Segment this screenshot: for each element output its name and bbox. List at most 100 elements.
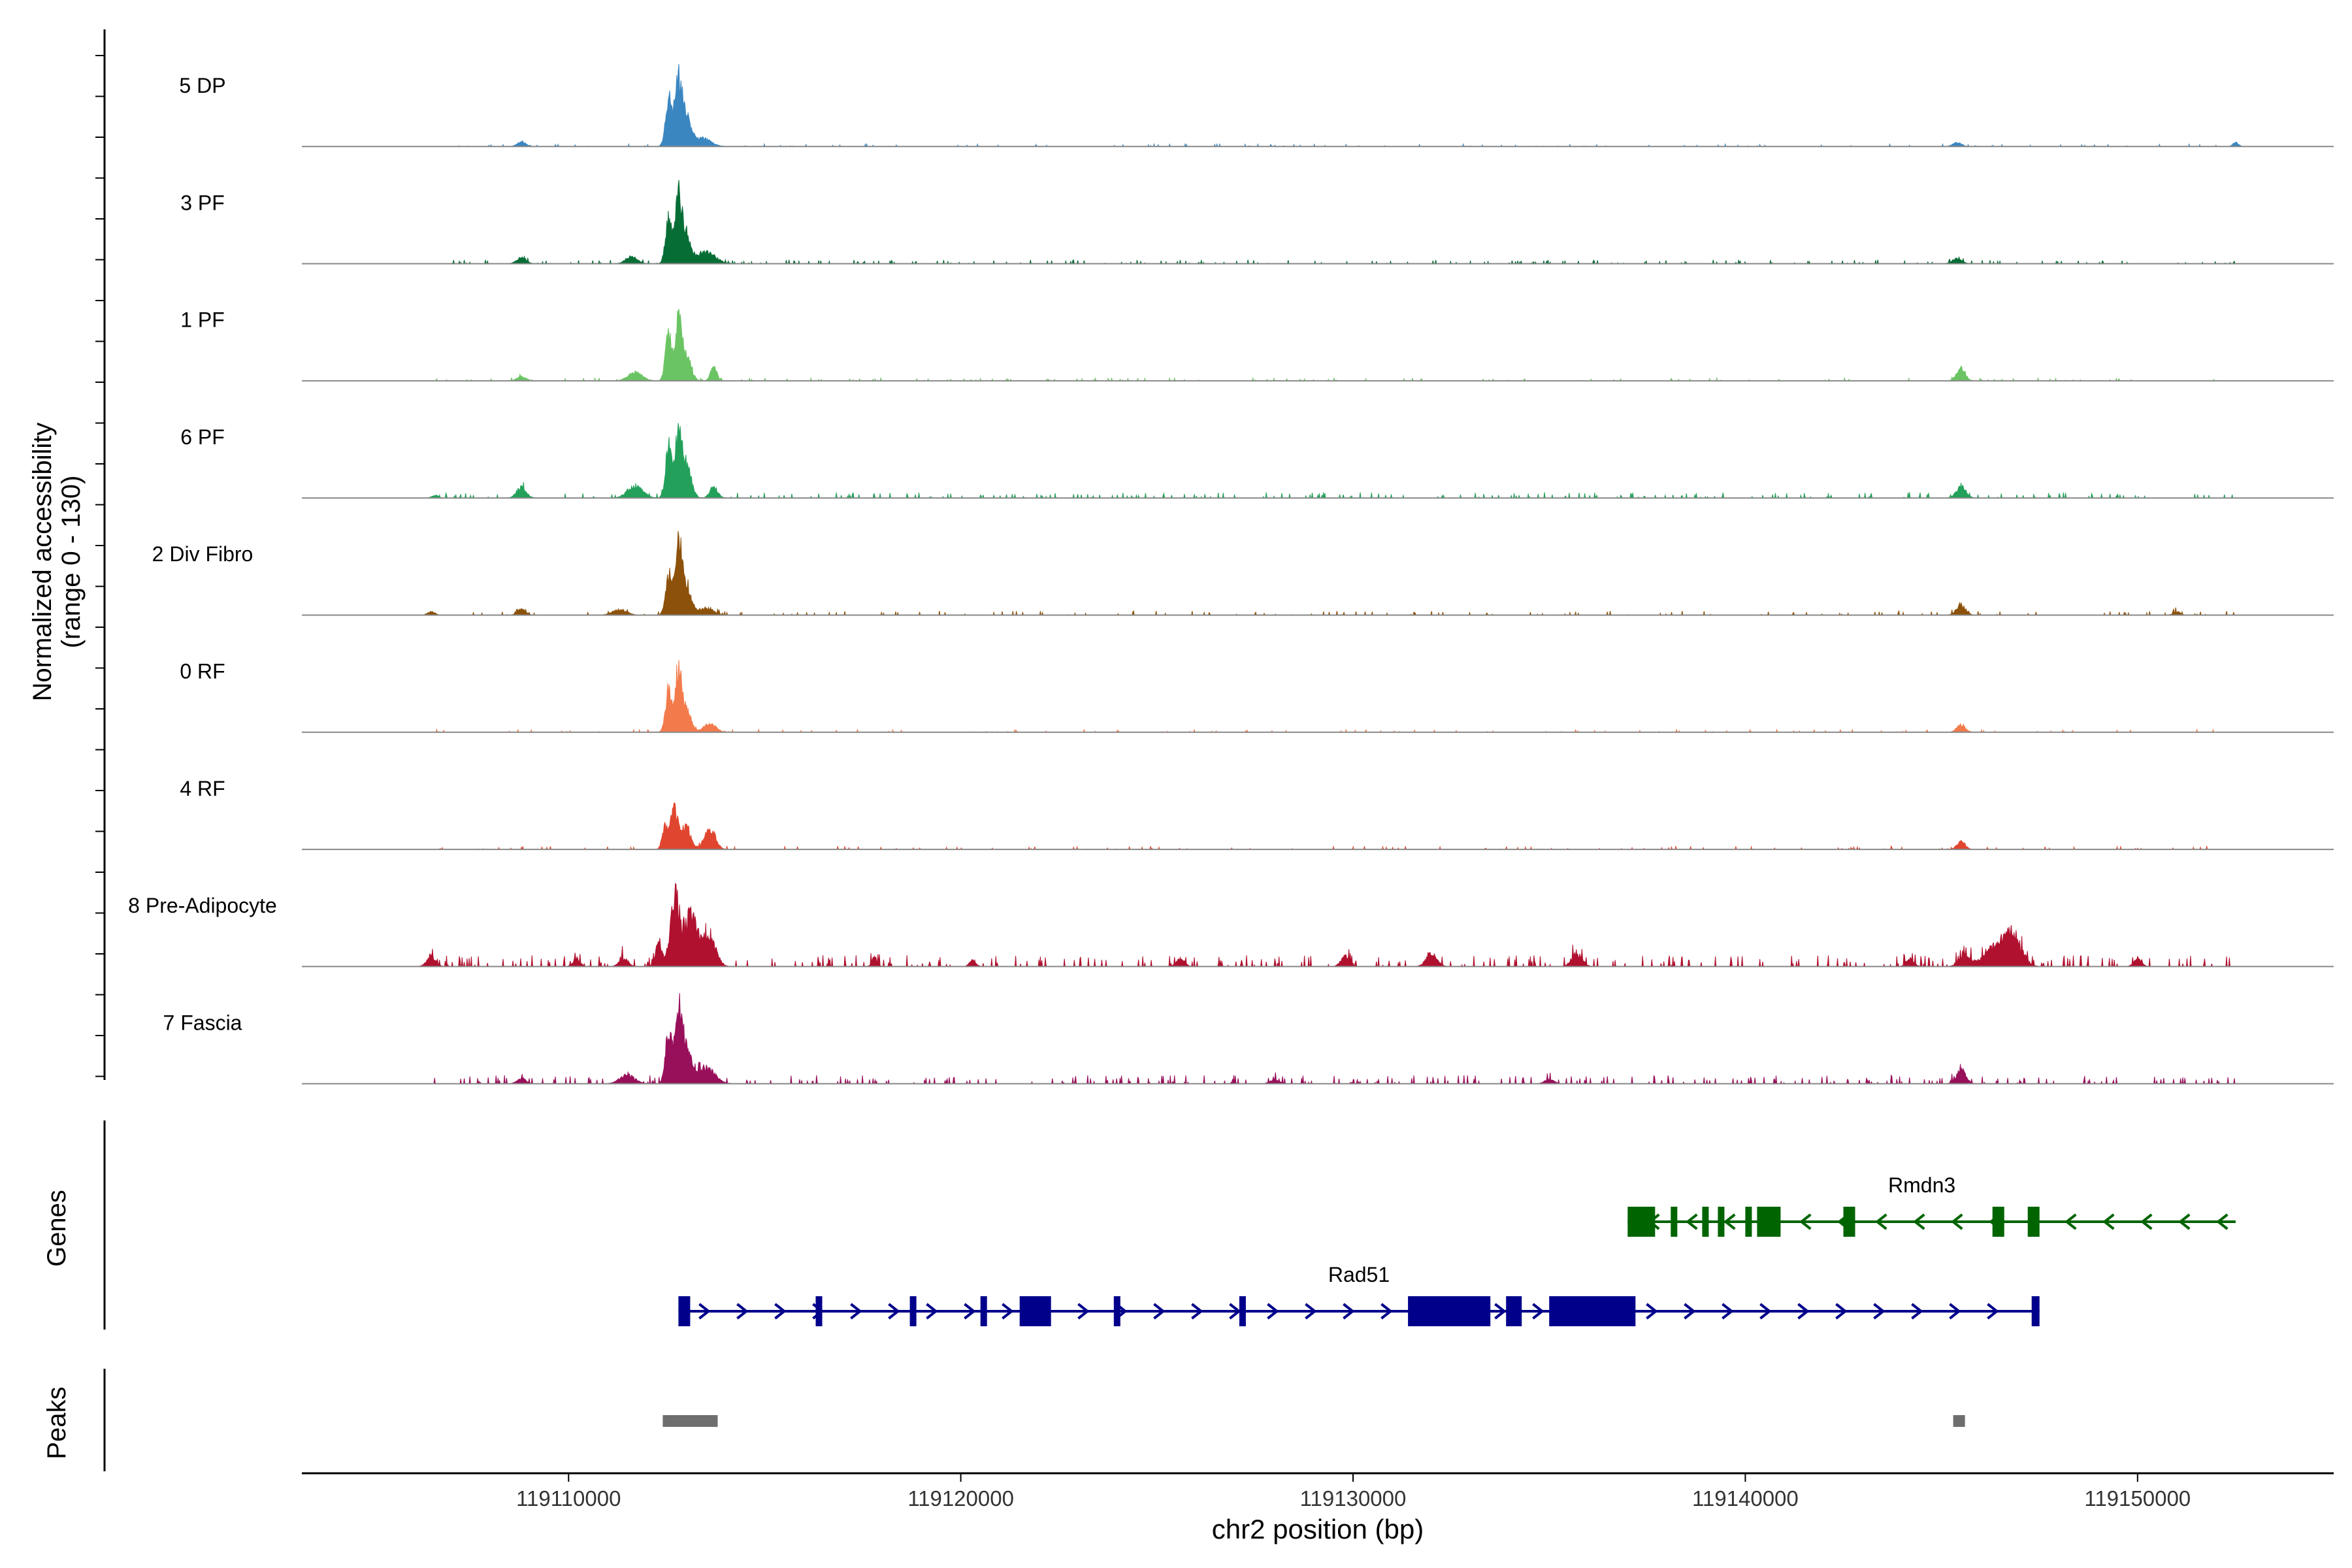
gene-exon: [1843, 1207, 1855, 1237]
strand-arrow: [1722, 1303, 1734, 1320]
strand-arrow: [1002, 1303, 1014, 1320]
strand-arrow: [1532, 1303, 1544, 1320]
x-tick-label: 119150000: [2084, 1486, 2191, 1511]
strand-arrow: [1267, 1303, 1279, 1320]
track-label: 0 RF: [180, 660, 225, 683]
strand-arrow: [964, 1303, 976, 1320]
strand-arrow: [850, 1303, 862, 1320]
gene-exon: [815, 1296, 823, 1326]
genes-panel-label: Genes: [42, 1190, 71, 1267]
strand-arrow: [2178, 1213, 2191, 1230]
gene-exon: [1019, 1296, 1051, 1326]
coverage-track: 3 PF: [180, 180, 2334, 265]
strand-arrow: [774, 1303, 787, 1320]
strand-arrow: [1873, 1303, 1886, 1320]
strand-arrow: [888, 1303, 900, 1320]
strand-arrow: [1343, 1303, 1355, 1320]
strand-arrow: [1494, 1303, 1507, 1320]
gene-exon: [1506, 1296, 1522, 1326]
gene-exon: [1549, 1296, 1636, 1326]
coverage-y-axis: [95, 29, 106, 1080]
strand-arrow: [1380, 1303, 1393, 1320]
strand-arrow: [1191, 1303, 1203, 1320]
strand-arrow: [2216, 1213, 2229, 1230]
gene-name-label: Rmdn3: [1888, 1173, 1955, 1197]
peak-region-bar: [662, 1415, 718, 1427]
strand-arrow: [1799, 1213, 1812, 1230]
strand-arrow: [1949, 1303, 1961, 1320]
y-axis-title-line1: Normalized accessibility: [28, 423, 57, 702]
strand-arrow: [1646, 1303, 1658, 1320]
strand-arrow: [736, 1303, 749, 1320]
coverage-track: 4 RF: [180, 777, 2334, 851]
gene-exon: [1627, 1207, 1656, 1237]
gene-exon: [1408, 1296, 1491, 1326]
strand-arrow: [1153, 1303, 1166, 1320]
strand-arrow: [698, 1303, 711, 1320]
strand-arrow: [1229, 1303, 1241, 1320]
strand-arrow: [1875, 1213, 1887, 1230]
track-label: 8 Pre-Adipocyte: [128, 894, 277, 917]
gene-exon: [1992, 1207, 2004, 1237]
strand-arrow: [1684, 1303, 1696, 1320]
strand-arrow: [1913, 1213, 1925, 1230]
strand-arrow: [2102, 1213, 2115, 1230]
strand-arrow: [1987, 1303, 1999, 1320]
x-tick-label: 119130000: [1300, 1486, 1407, 1511]
strand-arrow: [1077, 1303, 1090, 1320]
coverage-track: 0 RF: [180, 660, 2334, 734]
x-tick-label: 119120000: [907, 1486, 1014, 1511]
track-label: 1 PF: [180, 308, 225, 332]
strand-arrow: [1305, 1303, 1317, 1320]
track-label: 2 Div Fibro: [152, 542, 253, 566]
track-label: 3 PF: [180, 191, 225, 214]
gene-exon: [678, 1296, 691, 1326]
coverage-track: 6 PF: [180, 423, 2334, 500]
x-tick-label: 119110000: [516, 1486, 621, 1511]
gene-annotations: Rmdn3 Rad51: [678, 1173, 2236, 1326]
strand-arrow: [1835, 1303, 1848, 1320]
strand-arrow: [926, 1303, 938, 1320]
gene-name-label: Rad51: [1328, 1263, 1390, 1286]
coverage-track: 7 Fascia: [163, 993, 2334, 1085]
coverage-tracks: 5 DP 3 PF 1 PF 6 PF 2 Div Fibro 0 RF 4 RF 8 Pre…: [128, 64, 2334, 1085]
strand-arrow: [1951, 1213, 1963, 1230]
strand-arrow: [1797, 1303, 1810, 1320]
strand-arrow: [1759, 1303, 1772, 1320]
strand-arrow: [2140, 1213, 2153, 1230]
track-label: 5 DP: [179, 74, 225, 97]
gene-model: Rad51: [678, 1263, 2040, 1326]
coverage-track: 8 Pre-Adipocyte: [128, 883, 2334, 968]
gene-exon: [1239, 1296, 1246, 1326]
gene-exon: [909, 1296, 917, 1326]
gene-exon: [2031, 1296, 2040, 1326]
gene-model: Rmdn3: [1627, 1173, 2236, 1237]
track-label: 6 PF: [180, 425, 225, 449]
peak-regions: [662, 1415, 1965, 1427]
strand-arrow: [2065, 1213, 2077, 1230]
peaks-panel-label: Peaks: [42, 1386, 71, 1459]
gene-exon: [1671, 1207, 1678, 1237]
strand-arrow: [1686, 1213, 1698, 1230]
x-axis-ticks: 119110000 119120000 119130000 119140000 1191…: [516, 1473, 2191, 1511]
gene-exon: [1702, 1207, 1709, 1237]
coverage-track: 2 Div Fibro: [152, 531, 2334, 617]
gene-exon: [2027, 1207, 2040, 1237]
coverage-y-axis-ticks: [95, 55, 105, 1077]
gene-exon: [1745, 1207, 1752, 1237]
strand-arrow: [1723, 1213, 1736, 1230]
x-axis-title: chr2 position (bp): [1212, 1514, 1424, 1544]
coverage-y-axis-title: Normalized accessibility (range 0 - 130): [28, 423, 86, 702]
track-label: 7 Fascia: [163, 1011, 242, 1034]
strand-arrow: [1911, 1303, 1923, 1320]
track-label: 4 RF: [180, 777, 225, 800]
x-tick-label: 119140000: [1692, 1486, 1799, 1511]
gene-exon: [980, 1296, 987, 1326]
coverage-track: 5 DP: [179, 64, 2334, 148]
gene-exon: [1718, 1207, 1725, 1237]
peak-region-bar: [1953, 1415, 1965, 1427]
coverage-track: 1 PF: [180, 308, 2334, 382]
gene-exon: [1113, 1296, 1120, 1326]
y-axis-title-line2: (range 0 - 130): [57, 476, 86, 649]
